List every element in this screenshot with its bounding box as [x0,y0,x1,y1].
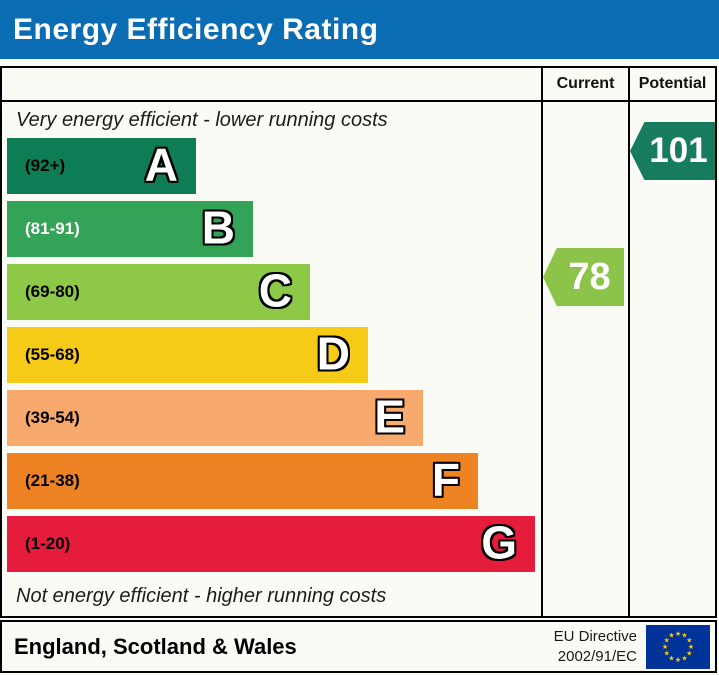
current-column-header: Current [541,68,628,100]
band-d: (55-68) D [7,327,368,383]
top-note: Very energy efficient - lower running co… [16,109,388,131]
band-f: (21-38) F [7,453,478,509]
svg-text:★: ★ [668,631,674,639]
band-g: (1-20) G [7,516,535,572]
svg-text:★: ★ [681,631,687,639]
band-f-letter: F [431,453,460,506]
band-g-range: (1-20) [25,534,71,553]
band-b-range: (81-91) [25,219,80,238]
bands-column: Very energy efficient - lower running co… [2,102,541,616]
band-c-range: (69-80) [25,282,80,301]
potential-column-header: Potential [628,68,715,100]
band-g-letter: G [481,516,517,569]
eu-flag-icon: ★ ★ ★ ★ ★ ★ ★ ★ ★ ★ ★ ★ [646,624,710,669]
svg-text:★: ★ [662,643,668,651]
svg-text:★: ★ [686,649,692,657]
chart-body: Very energy efficient - lower running co… [2,102,715,616]
svg-text:★: ★ [681,654,687,662]
energy-efficiency-chart: Current Potential Very energy efficient … [0,66,717,618]
potential-rating-value: 101 [649,131,708,170]
band-b-letter: B [201,201,235,254]
chart-header-row: Current Potential [2,68,715,102]
footer-bar: England, Scotland & Wales EU Directive 2… [0,620,717,673]
band-e-range: (39-54) [25,408,80,427]
svg-text:★: ★ [668,654,674,662]
svg-text:★: ★ [688,643,694,651]
bottom-note: Not energy efficient - higher running co… [16,585,387,607]
svg-text:★: ★ [686,636,692,644]
title-bar: Energy Efficiency Rating [0,0,719,59]
band-d-range: (55-68) [25,345,80,364]
band-a-letter: A [144,138,178,191]
current-rating-arrow: 78 [543,248,624,306]
band-b: (81-91) B [7,201,253,257]
svg-text:★: ★ [675,630,681,638]
eu-directive-text: EU Directive 2002/91/EC [554,627,637,666]
header-spacer [2,68,541,100]
band-e-letter: E [374,390,405,443]
region-label: England, Scotland & Wales [14,633,297,659]
svg-text:★: ★ [675,656,681,664]
band-c-letter: C [258,264,292,317]
potential-column: 101 [628,102,715,616]
band-a-range: (92+) [25,156,66,175]
eu-directive-block: EU Directive 2002/91/EC ★ ★ ★ ★ ★ ★ ★ ★ … [554,624,715,669]
potential-rating-arrow: 101 [630,122,715,180]
current-column: 78 [541,102,628,616]
eu-directive-line2: 2002/91/EC [557,647,637,665]
page-title: Energy Efficiency Rating [13,12,379,46]
band-c: (69-80) C [7,264,310,320]
svg-text:★: ★ [664,636,670,644]
eu-directive-line1: EU Directive [553,628,637,645]
band-e: (39-54) E [7,390,423,446]
band-d-letter: D [316,327,350,380]
band-a: (92+) A [7,138,196,194]
band-f-range: (21-38) [25,471,80,490]
svg-text:★: ★ [664,649,670,657]
current-rating-value: 78 [568,255,611,298]
